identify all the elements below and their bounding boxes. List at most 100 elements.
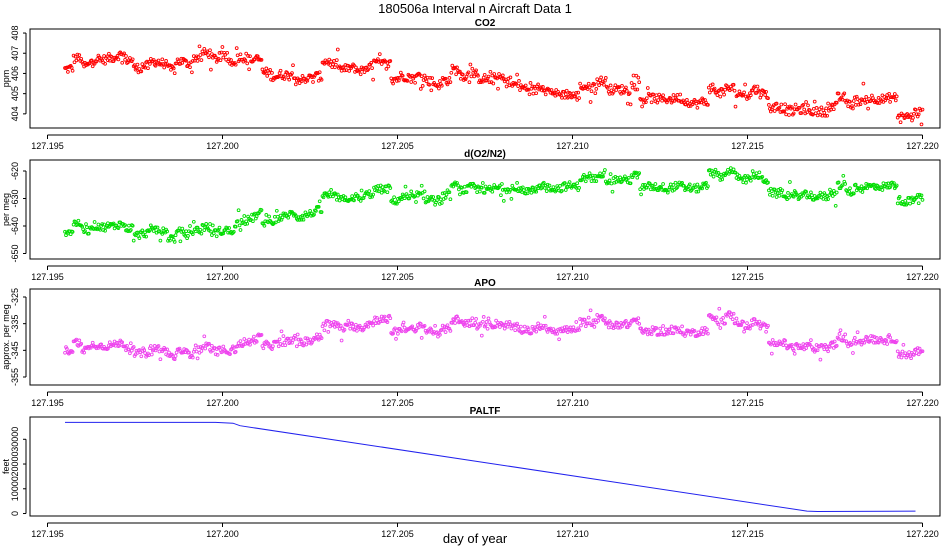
data-point — [102, 222, 106, 227]
data-point — [601, 79, 605, 84]
data-point — [487, 184, 492, 189]
data-point — [576, 90, 581, 95]
data-point — [504, 84, 509, 89]
panel-paltf: PALTF feet 127.195 127.200 127.205 127.210 127… — [1, 406, 941, 539]
data-point — [557, 337, 561, 342]
data-point — [597, 83, 601, 87]
data-point — [587, 321, 592, 326]
data-point — [195, 356, 200, 361]
data-point — [254, 214, 259, 219]
data-point — [692, 328, 697, 333]
data-point — [880, 188, 885, 192]
data-point — [452, 317, 457, 322]
data-point — [903, 198, 908, 203]
data-point — [172, 357, 177, 362]
data-point — [377, 187, 382, 191]
x-tick-label: 127.210 — [556, 272, 589, 282]
data-point — [190, 70, 194, 75]
data-point — [526, 327, 531, 331]
data-point — [595, 313, 600, 317]
data-point — [658, 326, 663, 331]
data-point — [882, 341, 887, 346]
data-point — [221, 55, 226, 60]
data-point — [742, 90, 746, 95]
data-point — [656, 98, 661, 102]
data-point — [199, 231, 204, 236]
data-point — [787, 113, 791, 117]
data-point — [654, 326, 659, 330]
data-point — [103, 61, 107, 66]
data-point — [706, 85, 711, 90]
data-point — [456, 316, 460, 321]
data-point — [877, 101, 882, 105]
data-point — [791, 194, 796, 199]
data-point — [864, 181, 869, 186]
data-point — [912, 111, 916, 116]
data-point — [396, 199, 401, 204]
data-point — [211, 231, 216, 236]
data-point — [843, 332, 848, 337]
data-point — [777, 193, 782, 198]
data-point — [594, 87, 599, 91]
data-point — [591, 176, 596, 180]
data-point — [397, 75, 402, 80]
data-point — [541, 180, 546, 185]
data-point — [454, 72, 458, 77]
data-point — [707, 168, 712, 172]
data-point — [583, 179, 588, 184]
data-point — [769, 189, 774, 193]
data-point — [617, 85, 622, 89]
data-point — [680, 324, 684, 329]
data-point — [472, 74, 477, 79]
data-point — [894, 183, 899, 188]
data-point — [834, 190, 839, 195]
data-point — [314, 209, 318, 213]
data-point — [347, 69, 352, 73]
data-point — [291, 63, 295, 68]
data-point — [128, 351, 132, 356]
data-point — [500, 182, 504, 186]
data-point — [538, 183, 542, 188]
data-point — [165, 347, 169, 352]
data-point — [799, 111, 804, 115]
data-point — [600, 313, 604, 318]
data-point — [458, 192, 462, 197]
data-point — [804, 346, 808, 350]
data-point — [225, 50, 230, 55]
data-point — [594, 179, 599, 183]
data-point — [409, 189, 414, 194]
data-point — [424, 199, 429, 204]
data-point — [228, 352, 232, 356]
data-point — [647, 181, 652, 186]
data-point — [379, 190, 384, 195]
data-point — [848, 99, 852, 104]
data-point — [163, 347, 168, 352]
data-point — [912, 353, 916, 357]
data-point — [412, 74, 416, 79]
data-point — [470, 66, 475, 71]
data-point — [203, 346, 208, 351]
data-point — [391, 81, 395, 86]
data-point — [508, 188, 513, 192]
data-point — [401, 320, 406, 325]
data-point — [607, 178, 612, 183]
data-point — [815, 348, 820, 353]
data-point — [560, 326, 564, 331]
data-point — [482, 191, 487, 195]
data-point — [641, 183, 645, 187]
data-point — [480, 319, 485, 324]
data-point — [766, 323, 770, 328]
data-point — [65, 347, 69, 351]
data-point — [718, 326, 723, 330]
data-point — [142, 234, 147, 239]
data-point — [210, 343, 214, 348]
data-point — [443, 76, 448, 81]
data-point — [701, 97, 705, 102]
data-point — [163, 62, 168, 66]
data-point — [716, 322, 721, 327]
data-point — [853, 182, 858, 187]
data-point — [592, 325, 597, 329]
data-point — [116, 57, 121, 62]
data-point — [244, 51, 249, 56]
data-point — [201, 223, 206, 228]
